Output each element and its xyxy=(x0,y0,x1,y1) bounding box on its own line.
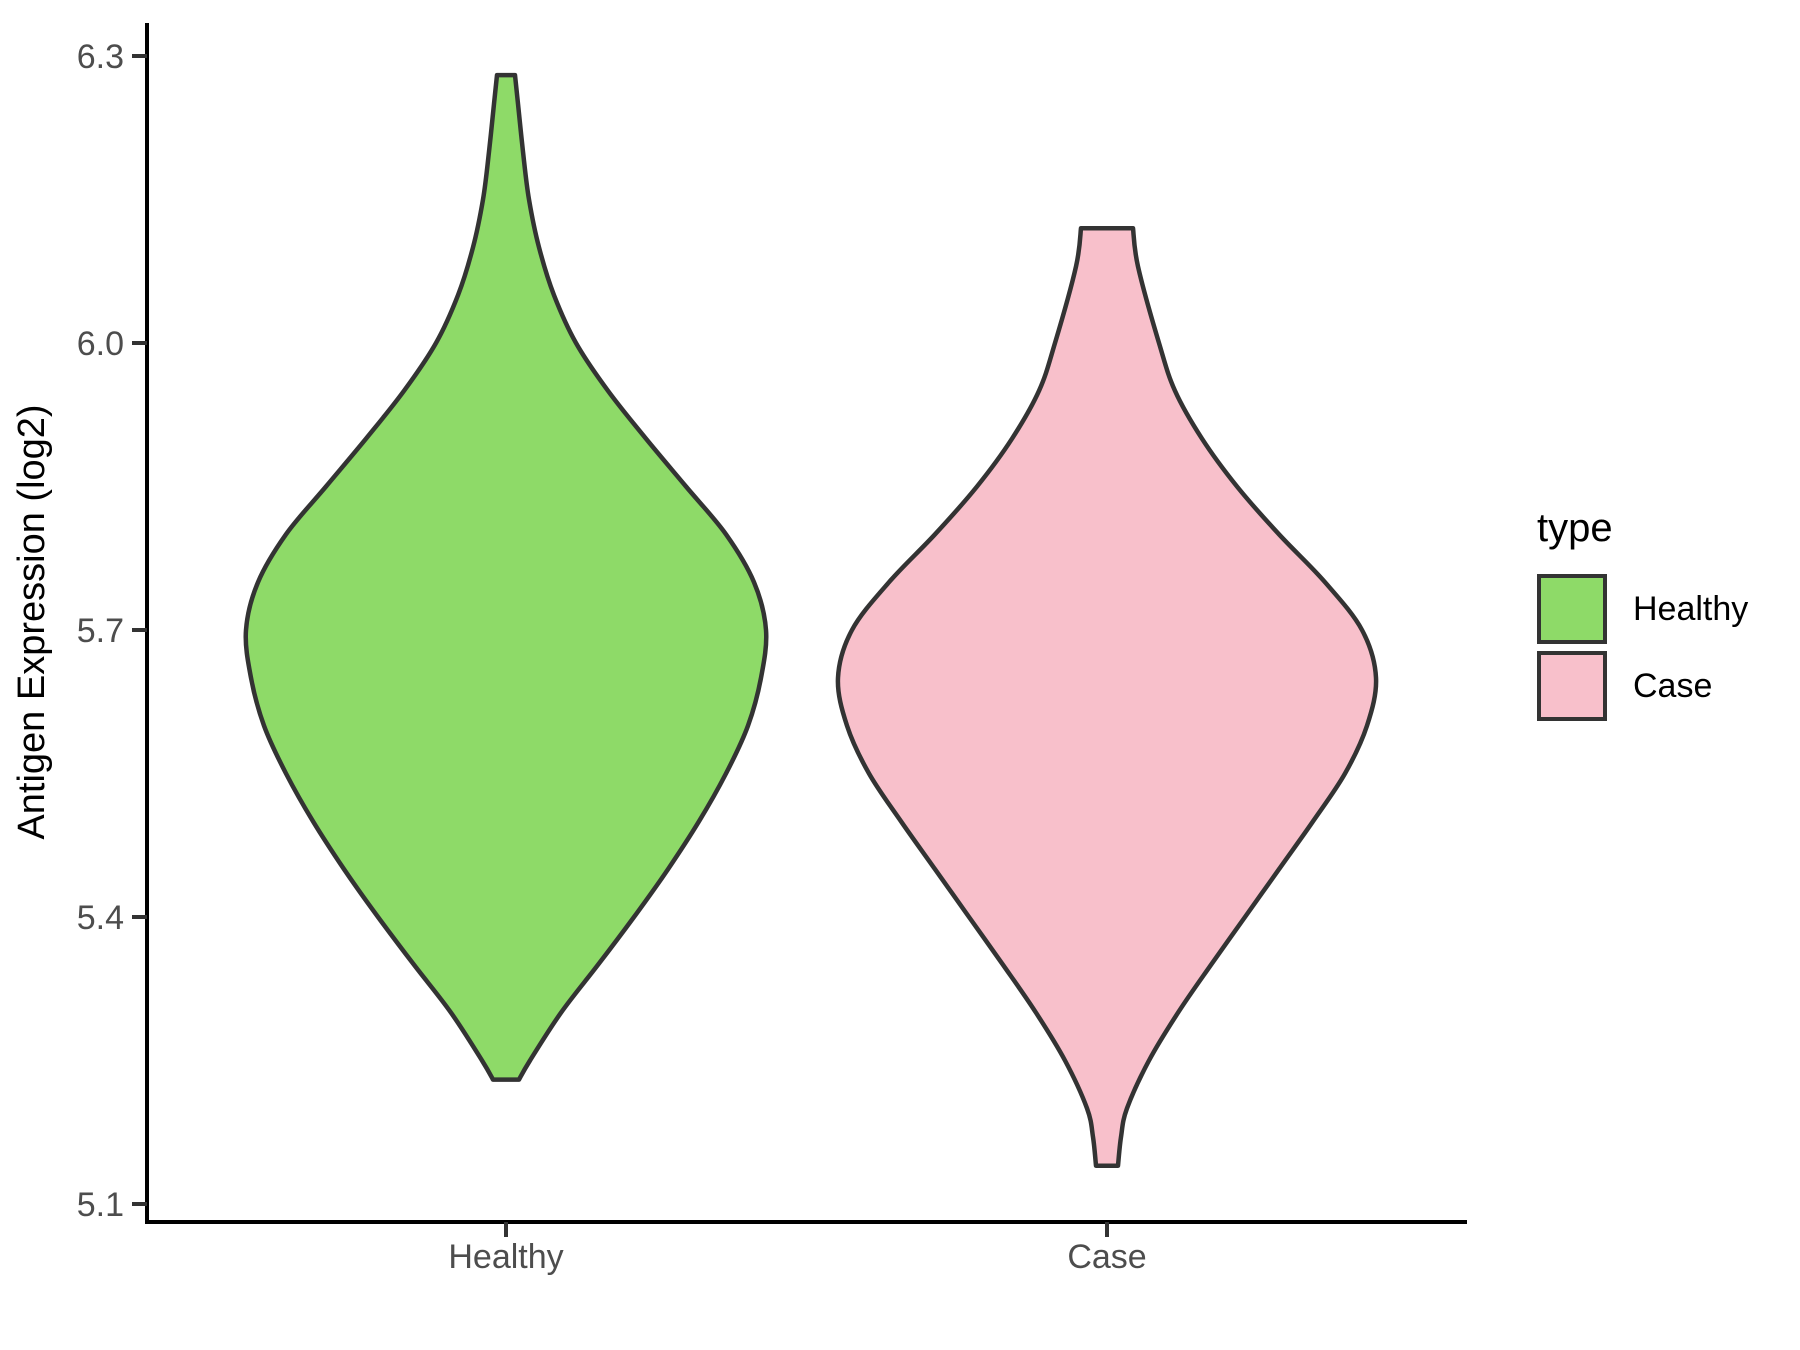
y-tick-marks xyxy=(132,54,147,1206)
legend: type Healthy Case xyxy=(1537,508,1748,728)
violin-layer xyxy=(243,72,1379,1168)
legend-title: type xyxy=(1537,506,1613,550)
legend-swatch-case xyxy=(1537,651,1607,721)
x-tick-label-case: Case xyxy=(1067,1238,1146,1276)
violin-healthy xyxy=(243,72,769,1082)
legend-label-healthy: Healthy xyxy=(1633,590,1749,628)
y-tick-label: 6.0 xyxy=(77,325,124,363)
legend-item-healthy: Healthy xyxy=(1537,574,1748,644)
y-tick-label: 5.4 xyxy=(77,899,124,937)
y-tick-label: 5.1 xyxy=(77,1186,124,1224)
y-tick-label: 6.3 xyxy=(77,38,124,76)
legend-item-case: Case xyxy=(1537,651,1748,721)
x-tick-label-healthy: Healthy xyxy=(448,1238,563,1276)
legend-label-case: Case xyxy=(1633,667,1713,705)
x-tick-marks xyxy=(504,1222,1109,1237)
y-tick-label: 5.7 xyxy=(77,612,124,650)
violin-case xyxy=(835,225,1379,1168)
legend-swatch-healthy xyxy=(1537,574,1607,644)
y-axis-title: Antigen Expression (log2) xyxy=(11,404,53,839)
